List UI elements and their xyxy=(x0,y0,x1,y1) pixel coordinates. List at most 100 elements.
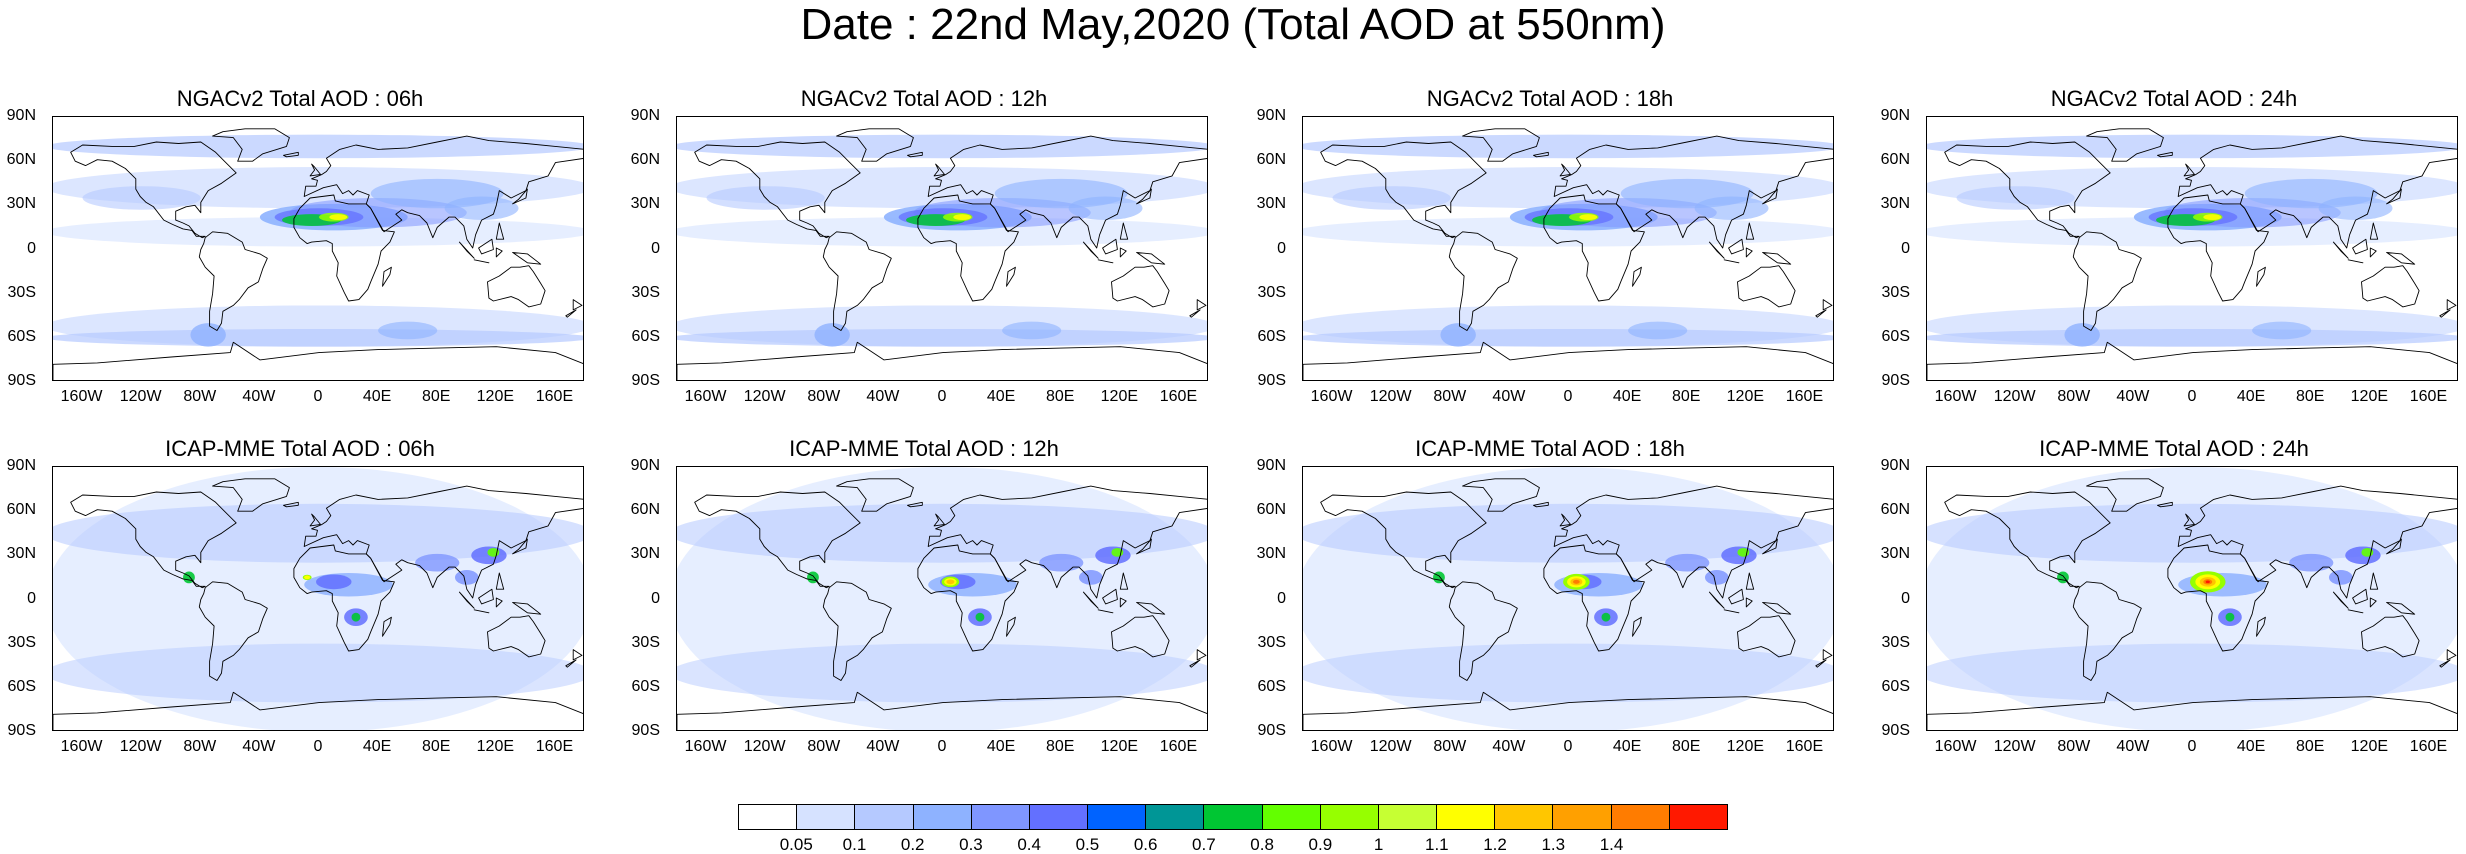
coastline xyxy=(927,485,1207,599)
coastline xyxy=(1111,265,1170,308)
coastline xyxy=(2352,238,2368,255)
latitude-tick-label: 30S xyxy=(1881,633,1910,651)
longitude-tick-label: 80E xyxy=(2295,738,2325,755)
aod-plume xyxy=(1721,546,1757,565)
main-title: Date : 22nd May,2020 (Total AOD at 550nm… xyxy=(800,0,1666,49)
coastline xyxy=(2369,597,2377,608)
aod-plume xyxy=(316,574,352,590)
map-canvas xyxy=(677,128,1207,380)
latitude-tick-label: 30N xyxy=(630,545,660,563)
coastline xyxy=(1737,265,1796,308)
latitude-tick-label: 30N xyxy=(1880,195,1910,213)
coastline xyxy=(1745,597,1753,608)
coastline xyxy=(458,591,475,609)
longitude-tick-label: 120W xyxy=(119,388,162,405)
colorbar-swatch xyxy=(1088,805,1147,829)
panel-title: NGACv2 Total AOD : 18h xyxy=(1426,86,1674,111)
latitude-tick-label: 90N xyxy=(6,107,36,124)
coastline xyxy=(212,478,290,512)
longitude-tick-label: 40W xyxy=(866,388,900,405)
coastline xyxy=(1533,151,1549,158)
coastline xyxy=(382,266,392,287)
longitude-tick-label: 80W xyxy=(807,388,841,405)
latitude-tick-label: 90S xyxy=(631,372,660,389)
coastline xyxy=(1303,691,1833,730)
longitude-tick-label: 80E xyxy=(1045,738,1075,755)
coastline xyxy=(495,247,503,258)
colorbar-swatch xyxy=(1495,805,1554,829)
coastline xyxy=(2369,222,2379,240)
colorbar-tick-label: 0.8 xyxy=(1250,835,1274,854)
coastline xyxy=(1815,309,1827,318)
coastline xyxy=(1082,241,1099,259)
aod-plume xyxy=(677,134,1207,159)
map-panel-6: ICAP-MME Total AOD : 12h 90N 60N 30N 0 30S 60S… xyxy=(624,438,1224,758)
coastline xyxy=(2167,194,2269,302)
aod-hotspot xyxy=(304,575,311,580)
coastline xyxy=(572,649,583,661)
coastline xyxy=(382,616,392,637)
coastline xyxy=(2177,135,2457,249)
aod-plume xyxy=(2225,612,2235,622)
coastline xyxy=(1097,609,1114,614)
map-panel-7: ICAP-MME Total AOD : 18h 90N 60N 30N 0 30S 60S… xyxy=(1250,438,1850,758)
colorbar-tick-label: 0.5 xyxy=(1075,835,1100,854)
coastline xyxy=(1006,616,1016,637)
colorbar-swatch xyxy=(913,805,972,829)
coastline xyxy=(1462,128,1540,162)
aod-plume xyxy=(2064,323,2100,347)
coastline xyxy=(1745,222,1755,240)
latitude-tick-label: 0 xyxy=(1901,239,1910,257)
longitude-tick-label: 40E xyxy=(2236,738,2266,755)
longitude-tick-label: 80W xyxy=(2057,388,2091,405)
coastline xyxy=(1632,616,1642,637)
coastline xyxy=(70,491,237,589)
aod-plume xyxy=(1579,214,1598,221)
latitude-tick-label: 30N xyxy=(6,195,36,213)
panel-title: ICAP-MME Total AOD : 24h xyxy=(2039,436,2309,461)
map-panel-4: NGACv2 Total AOD : 24h 90N 60N 30N 0 30S 60S 90… xyxy=(1874,88,2466,408)
aod-plume xyxy=(1927,643,2457,703)
coastline xyxy=(2369,572,2379,590)
coastline xyxy=(2177,485,2457,599)
longitude-tick-label: 40E xyxy=(986,388,1016,405)
aod-plume xyxy=(1068,196,1143,221)
longitude-tick-label: 120E xyxy=(1726,388,1765,405)
colorbar-swatch xyxy=(1437,805,1496,829)
aod-hotspot xyxy=(2205,580,2210,584)
colorbar-tick-label: 0.9 xyxy=(1308,835,1333,854)
longitude-tick-label: 40E xyxy=(1612,388,1642,405)
aod-plume xyxy=(677,329,1207,347)
coastline xyxy=(2256,616,2266,637)
coastline xyxy=(70,141,237,239)
longitude-tick-label: 160W xyxy=(60,738,103,755)
coastline xyxy=(2072,581,2142,681)
coastline xyxy=(933,163,945,177)
coastline xyxy=(1320,491,1487,589)
latitude-tick-label: 30S xyxy=(7,283,36,301)
coastline xyxy=(2332,241,2349,259)
longitude-tick-label: 160W xyxy=(1934,388,1977,405)
coastline xyxy=(2386,601,2416,615)
coastline xyxy=(1762,251,1792,265)
coastline xyxy=(1632,266,1642,287)
coastline xyxy=(677,691,1207,730)
aod-plume xyxy=(2345,546,2381,565)
coastline xyxy=(1728,238,1744,255)
coastline xyxy=(907,501,923,508)
latitude-tick-label: 30N xyxy=(1256,195,1286,213)
aod-plume xyxy=(2328,570,2353,585)
colorbar-swatch xyxy=(1204,805,1263,829)
coastline xyxy=(1708,591,1725,609)
longitude-tick-label: 0 xyxy=(1563,738,1573,755)
longitude-tick-label: 120W xyxy=(743,388,786,405)
map-canvas xyxy=(1927,128,2457,380)
colorbar-swatch xyxy=(1262,805,1321,829)
colorbar-swatch xyxy=(1611,805,1670,829)
coastline xyxy=(694,141,861,239)
coastline xyxy=(2347,609,2364,614)
colorbar-swatch xyxy=(1029,805,1089,829)
longitude-tick-label: 160E xyxy=(2409,388,2448,405)
coastline xyxy=(212,128,290,162)
latitude-tick-label: 90S xyxy=(1881,722,1910,739)
